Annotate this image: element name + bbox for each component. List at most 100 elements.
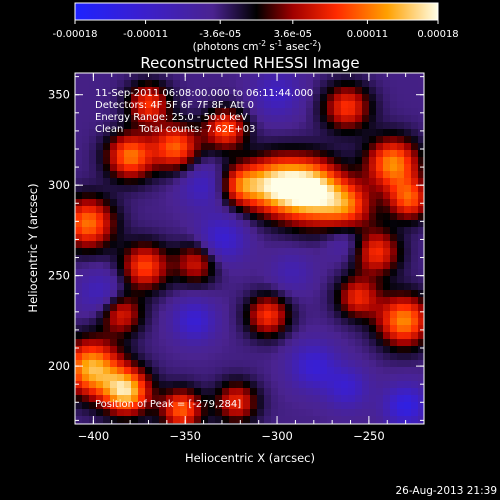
heatmap-cell (159, 220, 167, 228)
heatmap-cell (341, 409, 349, 417)
heatmap-cell (173, 318, 181, 326)
heatmap-cell (75, 332, 83, 340)
heatmap-cell (180, 283, 188, 291)
heatmap-cell (355, 283, 363, 291)
heatmap-cell (187, 381, 195, 389)
heatmap-cell (243, 143, 251, 151)
heatmap-cell (89, 129, 97, 137)
heatmap-cell (89, 157, 97, 165)
heatmap-cell (278, 143, 286, 151)
heatmap-cell (341, 157, 349, 165)
heatmap-cell (418, 101, 424, 109)
heatmap-cell (159, 311, 167, 319)
heatmap-cell (334, 311, 342, 319)
heatmap-cell (376, 248, 384, 256)
heatmap-cell (145, 80, 153, 88)
heatmap-cell (411, 206, 419, 214)
heatmap-cell (320, 290, 328, 298)
heatmap-cell (418, 255, 424, 263)
heatmap-cell (299, 409, 307, 417)
heatmap-cell (243, 164, 251, 172)
heatmap-cell (341, 304, 349, 312)
heatmap-cell (327, 80, 335, 88)
heatmap-cell (404, 73, 412, 81)
heatmap-cell (173, 360, 181, 368)
heatmap-cell (215, 409, 223, 417)
heatmap-cell (187, 367, 195, 375)
heatmap-cell (166, 248, 174, 256)
heatmap-cell (313, 332, 321, 340)
heatmap-cell (215, 213, 223, 221)
heatmap-cell (152, 248, 160, 256)
heatmap-cell (215, 80, 223, 88)
heatmap-cell (383, 94, 391, 102)
heatmap-cell (285, 255, 293, 263)
heatmap-cell (404, 409, 412, 417)
heatmap-cell (320, 94, 328, 102)
heatmap-cell (313, 143, 321, 151)
heatmap-cell (117, 283, 125, 291)
heatmap-cell (334, 360, 342, 368)
heatmap-cell (82, 402, 90, 410)
heatmap-cell (278, 402, 286, 410)
heatmap-cell (194, 388, 202, 396)
heatmap-cell (152, 332, 160, 340)
heatmap-cell (376, 234, 384, 242)
heatmap-cell (390, 318, 398, 326)
heatmap-cell (243, 80, 251, 88)
heatmap-cell (187, 409, 195, 417)
heatmap-cell (411, 255, 419, 263)
heatmap-cell (103, 136, 111, 144)
heatmap-cell (215, 115, 223, 123)
heatmap-cell (264, 143, 272, 151)
heatmap-cell (404, 402, 412, 410)
heatmap-cell (250, 388, 258, 396)
heatmap-cell (390, 143, 398, 151)
heatmap-cell (82, 178, 90, 186)
heatmap-cell (348, 129, 356, 137)
heatmap-cell (348, 101, 356, 109)
heatmap-cell (138, 185, 146, 193)
heatmap-cell (96, 339, 104, 347)
heatmap-cell (404, 157, 412, 165)
heatmap-cell (194, 129, 202, 137)
heatmap-cell (313, 192, 321, 200)
heatmap-cell (348, 346, 356, 354)
heatmap-cell (243, 150, 251, 158)
heatmap-cell (341, 213, 349, 221)
heatmap-cell (243, 136, 251, 144)
heatmap-cell (271, 206, 279, 214)
heatmap-cell (89, 234, 97, 242)
heatmap-cell (271, 381, 279, 389)
heatmap-cell (138, 311, 146, 319)
heatmap-cell (131, 248, 139, 256)
heatmap-cell (131, 255, 139, 263)
heatmap-cell (110, 227, 118, 235)
heatmap-cell (187, 178, 195, 186)
heatmap-cell (138, 234, 146, 242)
heatmap-cell (257, 199, 265, 207)
heatmap-cell (257, 80, 265, 88)
heatmap-cell (271, 157, 279, 165)
heatmap-cell (110, 360, 118, 368)
heatmap-cell (201, 178, 209, 186)
heatmap-cell (313, 80, 321, 88)
heatmap-cell (278, 409, 286, 417)
heatmap-cell (334, 234, 342, 242)
heatmap-cell (285, 276, 293, 284)
heatmap-cell (103, 122, 111, 130)
heatmap-cell (222, 150, 230, 158)
heatmap-cell (194, 416, 202, 424)
heatmap-cell (145, 388, 153, 396)
heatmap-cell (285, 395, 293, 403)
heatmap-cell (341, 388, 349, 396)
heatmap-cell (82, 353, 90, 361)
heatmap-cell (138, 87, 146, 95)
heatmap-cell (341, 227, 349, 235)
heatmap-cell (411, 108, 419, 116)
heatmap-cell (208, 374, 216, 382)
heatmap-cell (243, 318, 251, 326)
heatmap-cell (299, 325, 307, 333)
heatmap-cell (418, 416, 424, 424)
heatmap-cell (278, 80, 286, 88)
